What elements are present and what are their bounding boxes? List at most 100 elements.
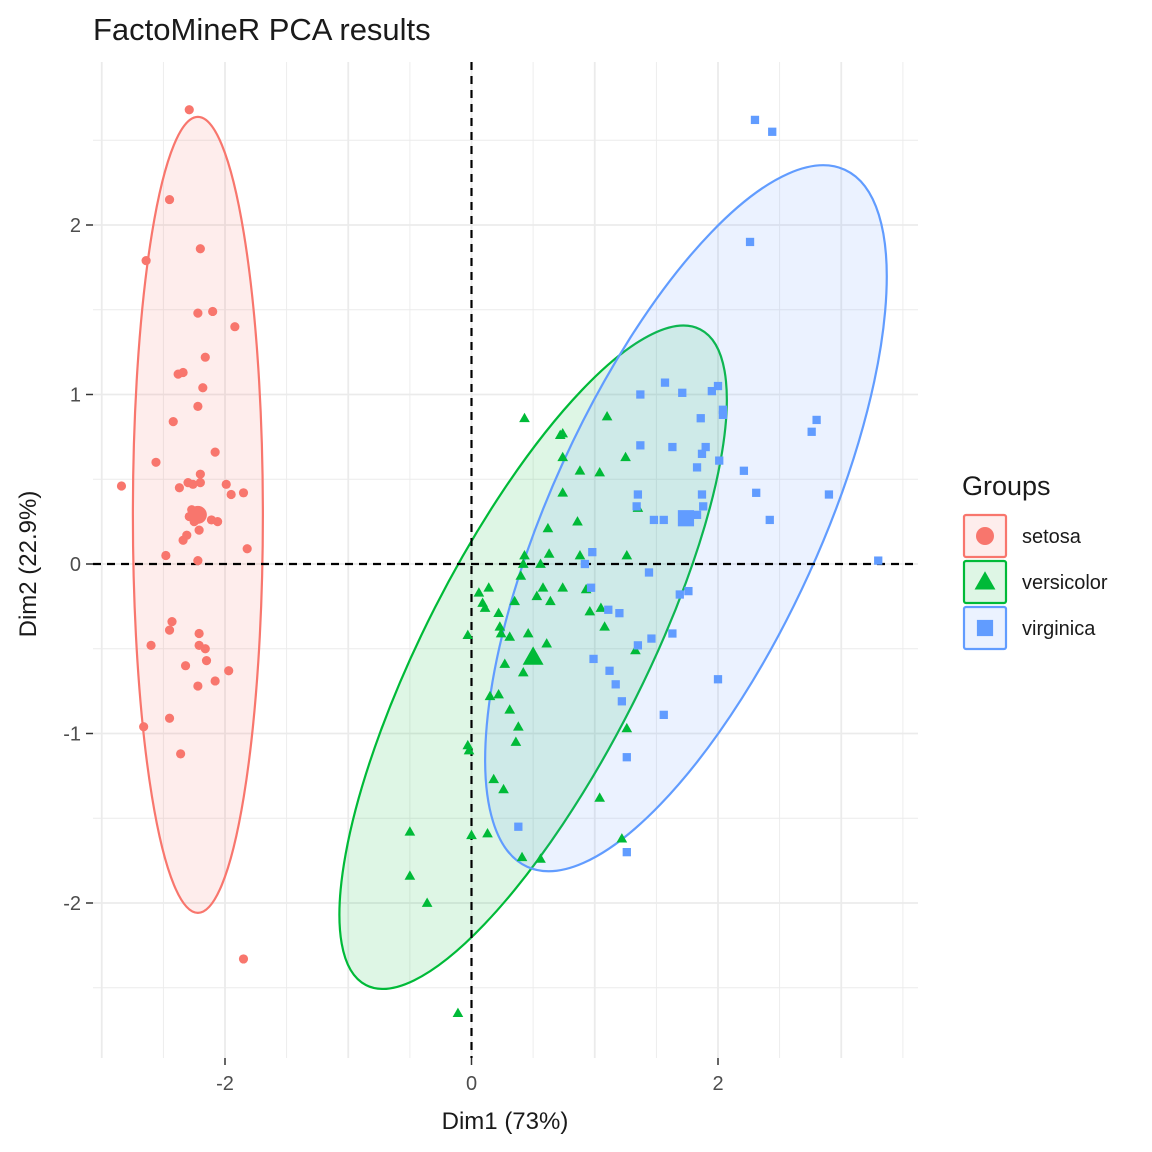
versicolor-point — [482, 827, 493, 838]
setosa-point — [226, 489, 236, 500]
versicolor-point — [512, 721, 524, 731]
virginica-point — [697, 490, 707, 499]
virginica-point — [659, 710, 668, 719]
y-tick-label: 1 — [70, 385, 81, 407]
setosa-point — [238, 488, 249, 498]
versicolor-point — [519, 412, 530, 423]
virginica-point — [604, 605, 613, 614]
virginica-point — [765, 515, 774, 525]
virginica-point — [514, 822, 523, 831]
versicolor-point — [466, 829, 477, 840]
versicolor-point — [498, 783, 509, 794]
virginica-point — [605, 666, 614, 675]
versicolor-point — [495, 627, 507, 638]
y-tick-label: 0 — [70, 554, 81, 576]
confidence-ellipses — [131, 115, 888, 990]
setosa-point — [194, 525, 204, 535]
virginica-point — [617, 697, 627, 706]
virginica-point — [715, 456, 724, 465]
virginica-point — [707, 386, 716, 396]
virginica-point — [633, 641, 643, 650]
virginica-point — [580, 559, 590, 569]
setosa-point — [201, 656, 212, 666]
versicolor-point — [483, 582, 495, 592]
setosa-point — [164, 713, 175, 723]
reference-lines — [93, 62, 918, 1058]
axis-ticks: -2 0 2 -2 -1 0 1 2 — [63, 215, 723, 1095]
virginica-point — [684, 586, 693, 596]
setosa-point — [168, 417, 178, 427]
versicolor-point — [601, 411, 613, 421]
legend: Groups setosa versicolor virginica — [962, 471, 1108, 651]
setosa-point — [184, 105, 194, 115]
virginica-point — [713, 381, 723, 391]
setosa-point — [146, 640, 156, 650]
versicolor-point — [404, 870, 416, 880]
virginica-point — [675, 590, 684, 599]
virginica-point — [660, 378, 670, 387]
versicolor-point — [595, 602, 607, 612]
versicolor-point — [517, 558, 529, 568]
virginica-point — [633, 490, 643, 499]
versicolor-point — [462, 739, 474, 750]
virginica-point — [632, 502, 641, 511]
y-tick-label: -1 — [63, 724, 81, 746]
setosa-point — [116, 481, 127, 491]
virginica-point — [668, 442, 677, 452]
versicolor-point — [574, 550, 586, 560]
y-tick-label: -2 — [63, 893, 81, 915]
versicolor-point — [494, 621, 506, 631]
setosa-point — [194, 628, 204, 639]
versicolor-point — [599, 621, 610, 631]
x-tick-label: 2 — [712, 1073, 723, 1095]
setosa-point — [230, 322, 240, 332]
virginica-point — [718, 410, 728, 419]
x-tick-label: 0 — [466, 1073, 477, 1095]
grid — [93, 62, 918, 1058]
legend-label-virginica: virginica — [1022, 618, 1096, 640]
versicolor-point — [463, 744, 475, 755]
virginica-point — [752, 488, 761, 497]
versicolor-point — [493, 688, 504, 699]
setosa-point — [193, 401, 203, 411]
virginica-point — [588, 547, 597, 557]
virginica-point — [659, 515, 668, 525]
versicolor-point — [630, 644, 641, 655]
versicolor-point — [519, 550, 530, 560]
virginica-point — [644, 568, 654, 577]
virginica-centroid — [677, 510, 695, 527]
versicolor-point — [488, 773, 500, 784]
setosa-point — [180, 661, 191, 671]
setosa-point — [195, 244, 205, 254]
virginica-point — [739, 466, 749, 475]
virginica-point — [649, 515, 659, 525]
setosa-point — [200, 644, 210, 654]
setosa-point — [224, 666, 234, 676]
versicolor-point — [462, 629, 474, 640]
setosa-point — [188, 479, 198, 489]
legend-label-versicolor: versicolor — [1022, 572, 1108, 594]
versicolor-point — [621, 550, 633, 560]
versicolor-point — [621, 722, 633, 733]
legend-marker-virginica — [976, 619, 994, 637]
versicolor-point — [543, 548, 555, 558]
versicolor-point — [517, 666, 529, 677]
versicolor-point — [493, 607, 504, 618]
virginica-point — [697, 449, 707, 458]
versicolor-point — [616, 833, 628, 843]
virginica-point — [824, 490, 834, 499]
y-axis-label: Dim2 (22.9%) — [15, 491, 42, 638]
x-axis-label: Dim1 (73%) — [442, 1108, 569, 1135]
virginica-point — [622, 848, 631, 857]
setosa-point — [200, 352, 210, 362]
virginica-point — [750, 115, 760, 125]
setosa-point — [193, 681, 203, 691]
versicolor-point — [515, 570, 527, 580]
versicolor-point — [594, 466, 606, 477]
virginica-point — [699, 502, 708, 511]
setosa-point — [174, 483, 184, 493]
versicolor-point — [537, 582, 549, 592]
setosa-point — [210, 447, 220, 457]
versicolor-point — [620, 451, 631, 462]
versicolor-point — [531, 590, 543, 601]
